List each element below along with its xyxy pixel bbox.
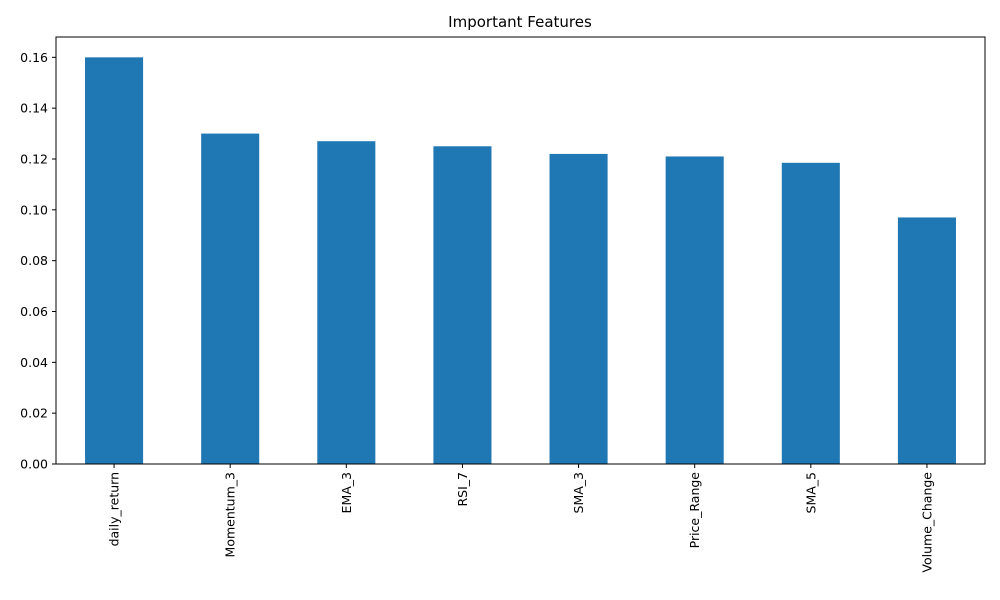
y-tick-label: 0.16 — [20, 50, 48, 65]
bar-momentum-3 — [201, 133, 260, 465]
x-tick-label: RSI_7 — [455, 472, 470, 507]
y-tick-label: 0.10 — [20, 202, 48, 217]
plot-frame — [55, 36, 986, 465]
x-tick-label: SMA_5 — [803, 472, 818, 513]
y-tick-label: 0.02 — [20, 406, 48, 421]
bar-sma-3 — [549, 153, 608, 464]
x-tick-label: Price_Range — [687, 472, 702, 549]
y-axis: 0.00 0.02 0.04 0.06 0.08 0.10 0.12 0.14 0.16 — [20, 50, 56, 472]
bars-group — [85, 57, 956, 465]
x-tick-label: SMA_3 — [571, 472, 586, 513]
bar-ema-3 — [317, 141, 376, 465]
chart-title: Important Features — [448, 13, 592, 31]
bar-sma-5 — [781, 162, 840, 464]
bar-price-range — [665, 156, 724, 465]
bar-volume-change — [897, 217, 956, 464]
bar-daily-return — [85, 57, 144, 464]
bar-rsi-7 — [433, 146, 492, 464]
x-tick-label: Volume_Change — [919, 472, 934, 573]
x-tick-label: daily_return — [107, 472, 122, 546]
y-tick-label: 0.14 — [20, 101, 48, 116]
y-tick-label: 0.00 — [20, 457, 48, 472]
x-tick-label: EMA_3 — [339, 472, 354, 513]
x-tick-label: Momentum_3 — [223, 472, 238, 557]
x-axis: daily_return Momentum_3 EMA_3 RSI_7 SMA_3 Pri… — [107, 464, 934, 573]
y-tick-label: 0.08 — [20, 253, 48, 268]
y-tick-label: 0.04 — [20, 355, 48, 370]
y-tick-label: 0.12 — [20, 152, 48, 167]
y-tick-label: 0.06 — [20, 304, 48, 319]
